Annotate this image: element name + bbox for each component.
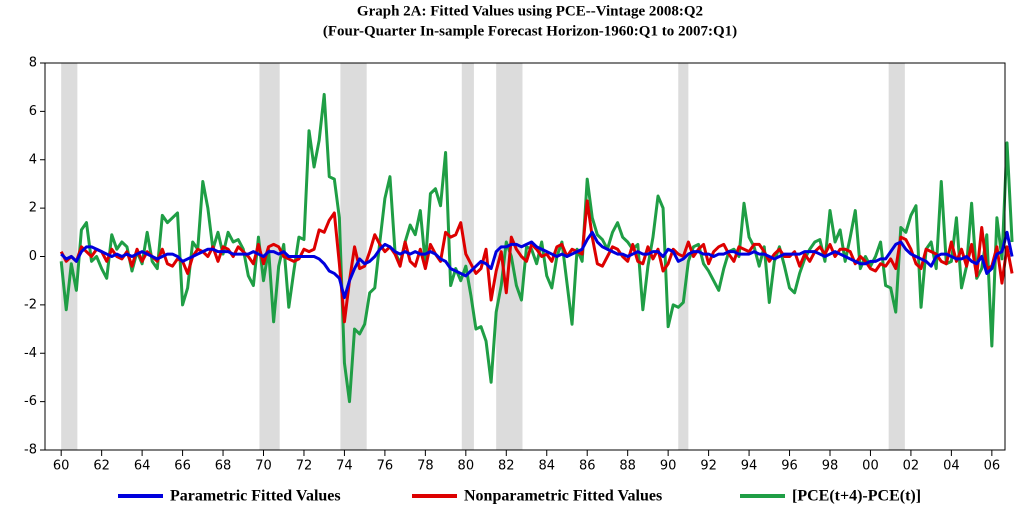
y-tick-label: 2 — [29, 201, 37, 216]
x-tick-label: 68 — [215, 459, 232, 474]
x-tick-label: 62 — [93, 459, 110, 474]
chart-title: Graph 2A: Fitted Values using PCE--Vinta… — [357, 3, 703, 19]
y-tick-label: 4 — [29, 152, 37, 167]
series-line — [60, 230, 1014, 300]
x-tick-label: 66 — [174, 459, 191, 474]
chart-subtitle: (Four-Quarter In-sample Forecast Horizon… — [323, 23, 737, 39]
x-tick-label: 76 — [377, 459, 394, 474]
y-tick-label: 0 — [29, 249, 37, 264]
x-tick-label: 80 — [458, 459, 475, 474]
x-tick-label: 64 — [134, 459, 151, 474]
line-layer — [59, 92, 1014, 404]
y-tick-label: -4 — [24, 346, 37, 361]
x-tick-label: 98 — [822, 459, 839, 474]
legend-label: [PCE(t+4)-PCE(t)] — [792, 488, 921, 505]
x-tick-label: 04 — [943, 459, 960, 474]
x-tick-label: 70 — [255, 459, 272, 474]
x-tick-label: 88 — [619, 459, 636, 474]
legend-label: Parametric Fitted Values — [170, 488, 341, 505]
y-tick-label: -6 — [24, 394, 37, 409]
y-tick-label: 6 — [29, 104, 37, 119]
y-tick-label: -2 — [24, 297, 37, 312]
x-tick-label: 90 — [660, 459, 677, 474]
x-tick-label: 92 — [700, 459, 717, 474]
x-tick-label: 86 — [579, 459, 596, 474]
legend: Parametric Fitted Values Nonparametric Fi… — [118, 488, 921, 505]
x-tick-label: 60 — [53, 459, 70, 474]
x-tick-label: 06 — [984, 459, 1001, 474]
x-tick-label: 72 — [296, 459, 313, 474]
x-tick-label: 94 — [741, 459, 758, 474]
x-tick-label: 02 — [903, 459, 920, 474]
x-tick-label: 74 — [336, 459, 353, 474]
x-tick-label: 78 — [417, 459, 434, 474]
x-tick-label: 82 — [498, 459, 515, 474]
x-tick-label: 96 — [781, 459, 798, 474]
x-tick-label: 00 — [862, 459, 879, 474]
series-line — [59, 92, 1014, 404]
y-tick-label: 8 — [29, 56, 37, 71]
legend-label: Nonparametric Fitted Values — [464, 488, 662, 505]
y-tick-label: -8 — [24, 443, 37, 458]
x-tick-label: 84 — [538, 459, 555, 474]
